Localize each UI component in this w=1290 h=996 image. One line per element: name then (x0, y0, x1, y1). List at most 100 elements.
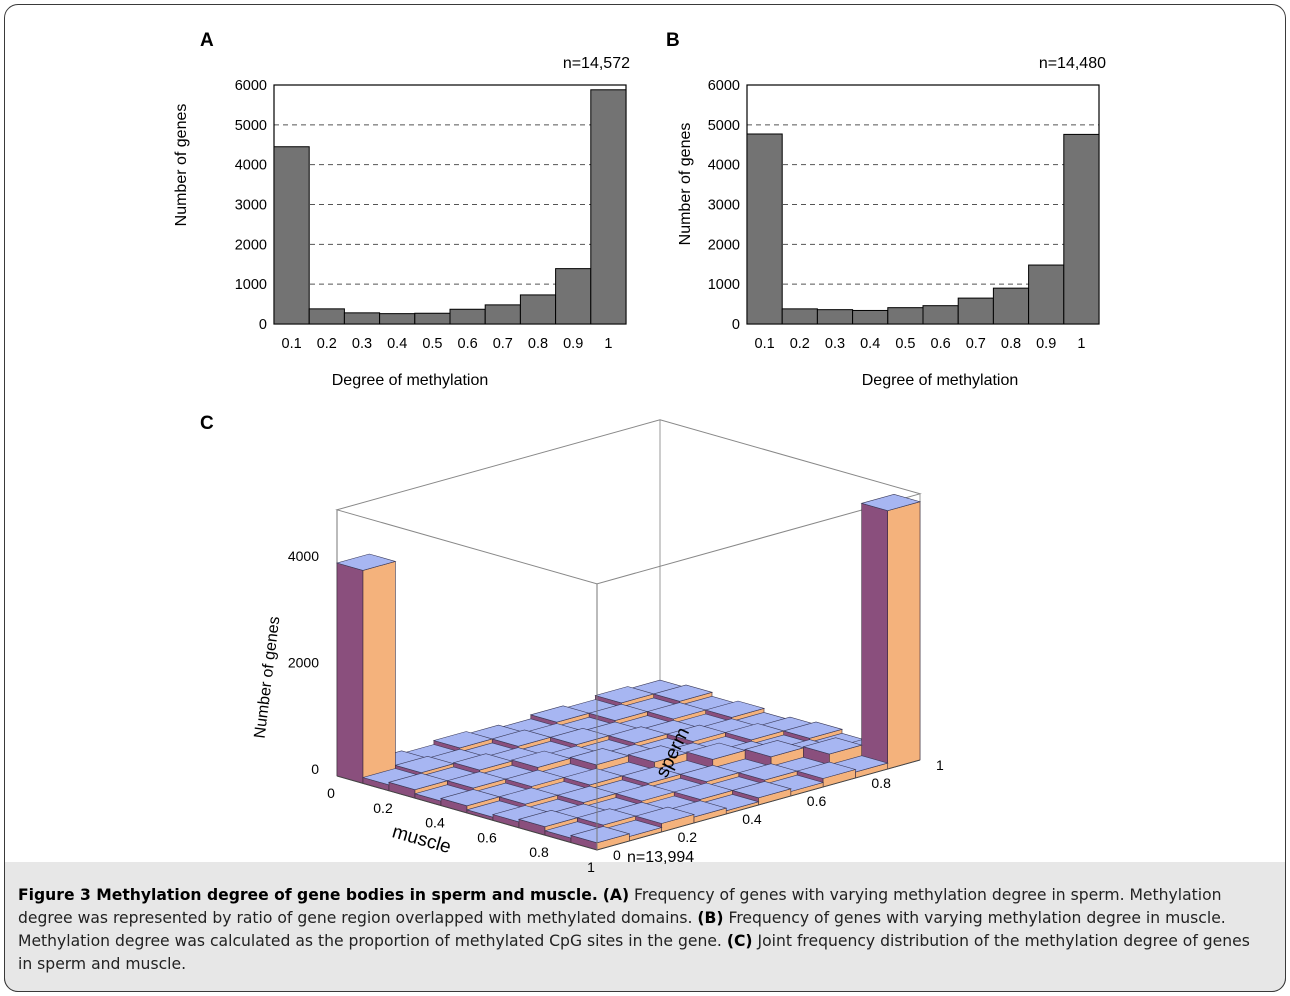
panel-a-ytick-label: 2000 (235, 237, 267, 253)
panel-c-bar-side (887, 501, 921, 770)
panel-c-bar-top (795, 761, 857, 779)
panel-b-ytick-label: 5000 (708, 118, 740, 134)
figure-caption: Figure 3 Methylation degree of gene bodi… (18, 884, 1268, 976)
panel-c-bar-top (452, 753, 514, 771)
panel-c-bar-top (614, 784, 676, 802)
panel-a-xtick-label: 0.1 (282, 336, 302, 352)
panel-c-bar-top (673, 782, 734, 800)
panel-b-bar (957, 297, 994, 325)
panel-c-muscle-tick: 0.4 (425, 815, 445, 831)
panel-a-xtick-label: 0.9 (563, 336, 583, 352)
panel-c-bar-top (607, 726, 669, 744)
panel-a-ytick-label: 1000 (235, 277, 267, 293)
panel-c-bar-top (621, 766, 682, 784)
panel-c-bar-top (569, 826, 631, 844)
panel-b-ylabel: Number of genes (677, 123, 694, 246)
panel-c-bar-top (685, 742, 747, 760)
panel-c-sperm-tick: 0.8 (871, 775, 891, 791)
panel-a-n: n=14,572 (563, 55, 630, 72)
panel-label-c: C (200, 413, 214, 434)
panel-a-ytick-label: 5000 (235, 118, 267, 134)
panel-c-bar-front (861, 502, 889, 770)
panel-c-axis-muscle (336, 775, 598, 851)
panel-c-bar-top (743, 740, 805, 758)
panel-c-bar-top (491, 729, 552, 747)
panel-a-bar (590, 89, 627, 325)
panel-a-xlabel: Degree of methylation (332, 372, 489, 389)
panel-c-z-tick: 2000 (288, 655, 319, 671)
panel-a-bar (343, 312, 381, 325)
panel-c-bar-top (802, 737, 863, 755)
panel-c-bar-top (439, 789, 501, 807)
panel-c-zlabel: Number of genes (252, 616, 284, 740)
panel-c-bar-top (627, 745, 688, 763)
panel-a-xtick-label: 0.7 (493, 336, 513, 352)
panel-c-bar-top (335, 553, 397, 571)
panel-b-bar (781, 308, 818, 325)
panel-c-sperm-tick: 0.2 (678, 829, 698, 845)
panel-c-bar-top (394, 755, 455, 774)
panel-a-bar (273, 146, 310, 325)
panel-c-bar-top (634, 806, 696, 824)
caption-a-tag: (A) (602, 886, 630, 904)
panel-c-muscle-tick: 1 (587, 859, 595, 875)
panel-label-b: B (666, 30, 680, 51)
panel-c-n: n=13,994 (627, 849, 694, 866)
panel-b-ytick-label: 6000 (708, 78, 740, 94)
panel-c-bar-top (569, 748, 630, 766)
panel-b-bar (1063, 133, 1100, 325)
caption-a-text: Frequency of genes with varying methylat… (18, 886, 1222, 927)
panel-c-muscle-tick: 0.8 (529, 844, 549, 860)
panel-c-bar-top (529, 705, 591, 723)
panel-b-n: n=14,480 (1039, 55, 1106, 72)
panel-label-a: A (200, 30, 214, 51)
panel-a-xtick-label: 0.5 (422, 336, 442, 352)
panel-c-bar-top (860, 493, 922, 512)
panel-a-ytick-label: 4000 (235, 158, 267, 174)
panel-b-xtick-label: 0.9 (1036, 336, 1056, 352)
panel-b-xtick-label: 0.3 (825, 336, 845, 352)
panel-a-bar (484, 304, 521, 325)
panel-c-bar-top (782, 721, 844, 739)
panel-b-xtick-label: 0.7 (966, 336, 986, 352)
panel-c-bar-top (556, 785, 618, 803)
panel-c-bar-top (646, 702, 707, 720)
panel-c-bar-top (594, 686, 655, 704)
panel-c-z-tick: 0 (311, 761, 319, 777)
panel-c-bar-top (562, 768, 624, 786)
caption-b-text: Frequency of genes with varying methylat… (18, 909, 1226, 950)
panel-a-ytick-label: 0 (259, 317, 267, 333)
caption-c-tag: (C) (726, 932, 753, 950)
panel-a-xtick-label: 0.6 (458, 336, 478, 352)
panel-c-bar-top (549, 727, 610, 746)
panel-b-xtick-label: 0.6 (931, 336, 951, 352)
panel-c-bar-front (336, 562, 364, 784)
panel-c-bar-top (737, 763, 799, 781)
panel-b-xtick-label: 0.5 (895, 336, 915, 352)
panel-c-bar-top (665, 724, 727, 742)
panel-a-bar (308, 308, 345, 325)
panel-a-xtick-label: 0.3 (352, 336, 372, 352)
panel-c-bar-top (387, 772, 449, 791)
panel-c-bar-top (576, 808, 637, 826)
panel-b-xlabel: Degree of methylation (862, 372, 1019, 389)
panel-b-bar (816, 309, 854, 325)
panel-b-bar (852, 309, 889, 325)
caption-band (4, 862, 1286, 992)
panel-c-muscle-tick: 0 (327, 785, 335, 801)
panel-b-ytick-label: 0 (732, 317, 740, 333)
caption-b-tag: (B) (697, 909, 724, 927)
panel-c-z-tick: 4000 (288, 548, 319, 564)
panel-c-bar-side (362, 561, 396, 784)
panel-b-ytick-label: 1000 (708, 277, 740, 293)
panel-b-chart: 0 1000 2000 3000 4000 5000 6000 0.1 0.2 0.3 0.4 0.5… (708, 78, 1100, 352)
panel-b-xtick-label: 0.1 (755, 336, 775, 352)
panel-b-ytick-label: 3000 (708, 198, 740, 214)
panel-c-bar-top (432, 731, 494, 749)
panel-a-chart: 0 1000 2000 3000 4000 5000 6000 0.1 0.2 0.3 0.4 0.5… (235, 78, 627, 352)
panel-b-ytick-label: 2000 (708, 237, 740, 253)
panel-c-sperm-tick: 0.4 (742, 811, 762, 827)
panel-c-sperm-tick: 0 (613, 847, 621, 863)
panel-a-ylabel: Number of genes (173, 104, 190, 227)
panel-a-bar (379, 313, 416, 325)
